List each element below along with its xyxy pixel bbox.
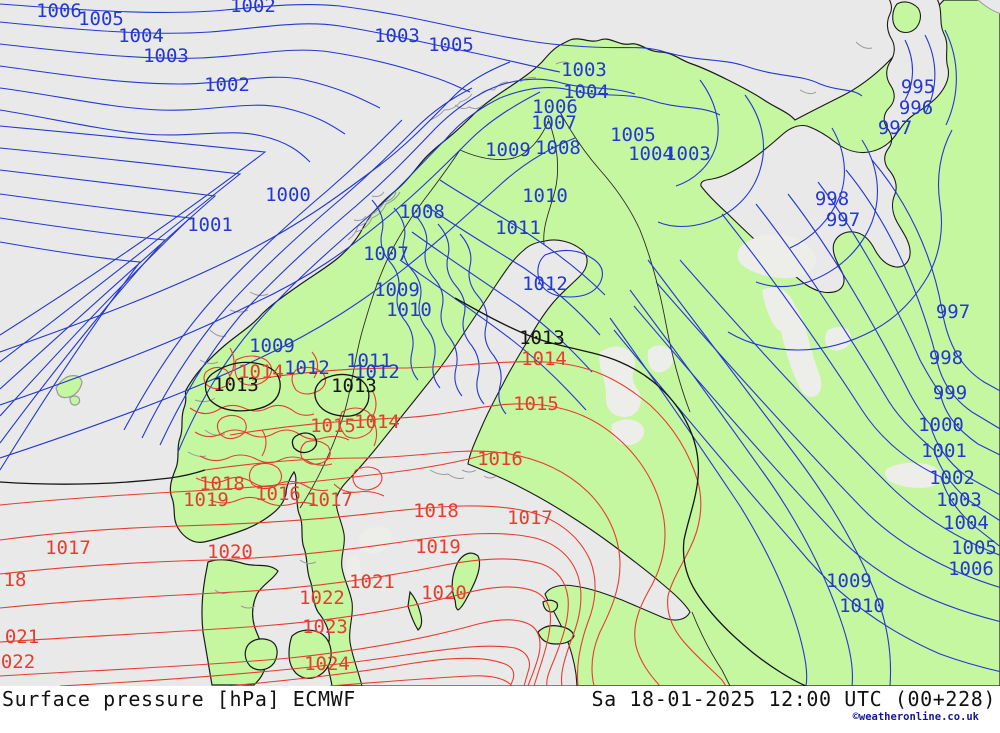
copyright: ©weatheronline.co.uk (0, 711, 1000, 723)
isobar-label: 996 (899, 97, 933, 119)
isobar-label: 1012 (354, 361, 400, 383)
isobars-low (0, 3, 1000, 686)
caption-bar: Surface pressure [hPa] ECMWF Sa 18-01-20… (0, 687, 1000, 711)
isobar-label: 998 (929, 347, 963, 369)
isobar-label: 1005 (78, 8, 124, 30)
isobar-label: 1018 (413, 500, 459, 522)
isobar-label: 1010 (386, 299, 432, 321)
isobar-label: 999 (933, 382, 967, 404)
isobar-label: 995 (901, 76, 935, 98)
copyright-link[interactable]: ©weatheronline.co.uk (852, 711, 979, 723)
isobar-label: 1003 (561, 59, 607, 81)
isobar-label: 1013 (331, 375, 377, 397)
isobar-label: 1000 (918, 414, 964, 436)
isobar-label: 1004 (628, 143, 674, 165)
isobar-label: 1004 (943, 512, 989, 534)
baltic-sea (335, 239, 691, 686)
isobar-label: 1008 (399, 201, 445, 223)
isobar-label: 1015 (513, 393, 559, 415)
isobar-label: 1003 (665, 143, 711, 165)
caption-valid-time: Sa 18-01-2025 12:00 UTC (00+228) (591, 687, 996, 711)
isobar-label: 1013 (213, 374, 259, 396)
isobar-label: 1002 (929, 467, 975, 489)
isobar-label: 1014 (521, 348, 567, 370)
isobar-label: 1012 (522, 273, 568, 295)
isobar-label: 1005 (428, 34, 474, 56)
isobar-label: 997 (878, 117, 912, 139)
isobar-label: 18 (4, 569, 27, 591)
isobar-label: 1003 (143, 45, 189, 67)
isobars-high (0, 347, 727, 686)
isobar-label: 1007 (363, 243, 409, 265)
isobar-label: 1006 (36, 0, 82, 22)
caption-parameter: Surface pressure [hPa] ECMWF (2, 687, 356, 711)
isobar-label: 1017 (45, 537, 91, 559)
isobar-label: 1003 (374, 25, 420, 47)
isobar-label: 998 (815, 188, 849, 210)
isobar-label: 1000 (265, 184, 311, 206)
isobar-label: 1010 (522, 185, 568, 207)
isobar-label: 1005 (610, 124, 656, 146)
pressure-map: 1006 1005 1004 1003 1002 1002 1003 1005 1000 1001… (0, 0, 1000, 686)
isobar-label: 1009 (826, 570, 872, 592)
isobar-label: 1004 (118, 25, 164, 47)
isobar-label: 1020 (207, 541, 253, 563)
isobar-label: 1014 (354, 411, 400, 433)
isobar-label: 1013 (519, 327, 565, 349)
white-sea (700, 0, 949, 294)
isobar-label: 1001 (921, 440, 967, 462)
barents-corner (977, 0, 1000, 14)
isobar-label: 1014 (238, 361, 284, 383)
isobar-label: 1017 (307, 489, 353, 511)
isobar-label: 1016 (255, 483, 301, 505)
isobar-label: 1011 (495, 217, 541, 239)
isobar-label: 021 (5, 626, 39, 648)
isobar-label: 1002 (204, 74, 250, 96)
isobar-1013 (0, 297, 807, 686)
isobar-label: 1009 (249, 335, 295, 357)
isobar-label: 1009 (485, 139, 531, 161)
denmark-and-islands (55, 375, 575, 686)
isobar-label: 1006 (948, 558, 994, 580)
isobar-label: 1006 (532, 96, 578, 118)
isobar-label: 1009 (374, 279, 420, 301)
isobar-label: 1016 (477, 448, 523, 470)
isobar-label: 1017 (507, 507, 553, 529)
isobar-label: 1015 (310, 415, 356, 437)
isobar-label: 1002 (230, 0, 276, 17)
isobar-label: 1021 (349, 571, 395, 593)
isobar-label: 1019 (415, 536, 461, 558)
isobar-label: 1005 (951, 537, 997, 559)
isobar-label: 1023 (302, 616, 348, 638)
white-sea-island (892, 1, 921, 34)
isobar-label: 1001 (187, 214, 233, 236)
isobar-label: 1012 (284, 357, 330, 379)
isobar-label: 1022 (299, 587, 345, 609)
isobar-label: 1008 (535, 137, 581, 159)
isobar-label: 997 (936, 301, 970, 323)
isobar-label: 1020 (421, 582, 467, 604)
isobar-label: 1019 (183, 489, 229, 511)
isobar-label: 1007 (531, 112, 577, 134)
country-borders (299, 111, 731, 686)
isobar-label: 022 (1, 651, 35, 673)
isobar-label: 1011 (346, 350, 392, 372)
isobar-label: 1004 (563, 81, 609, 103)
isobar-label: 1010 (839, 595, 885, 617)
isobar-label: 997 (826, 209, 860, 231)
isobar-label: 1003 (936, 489, 982, 511)
isobar-label: 1018 (199, 473, 245, 495)
isobar-label: 1024 (304, 653, 350, 675)
